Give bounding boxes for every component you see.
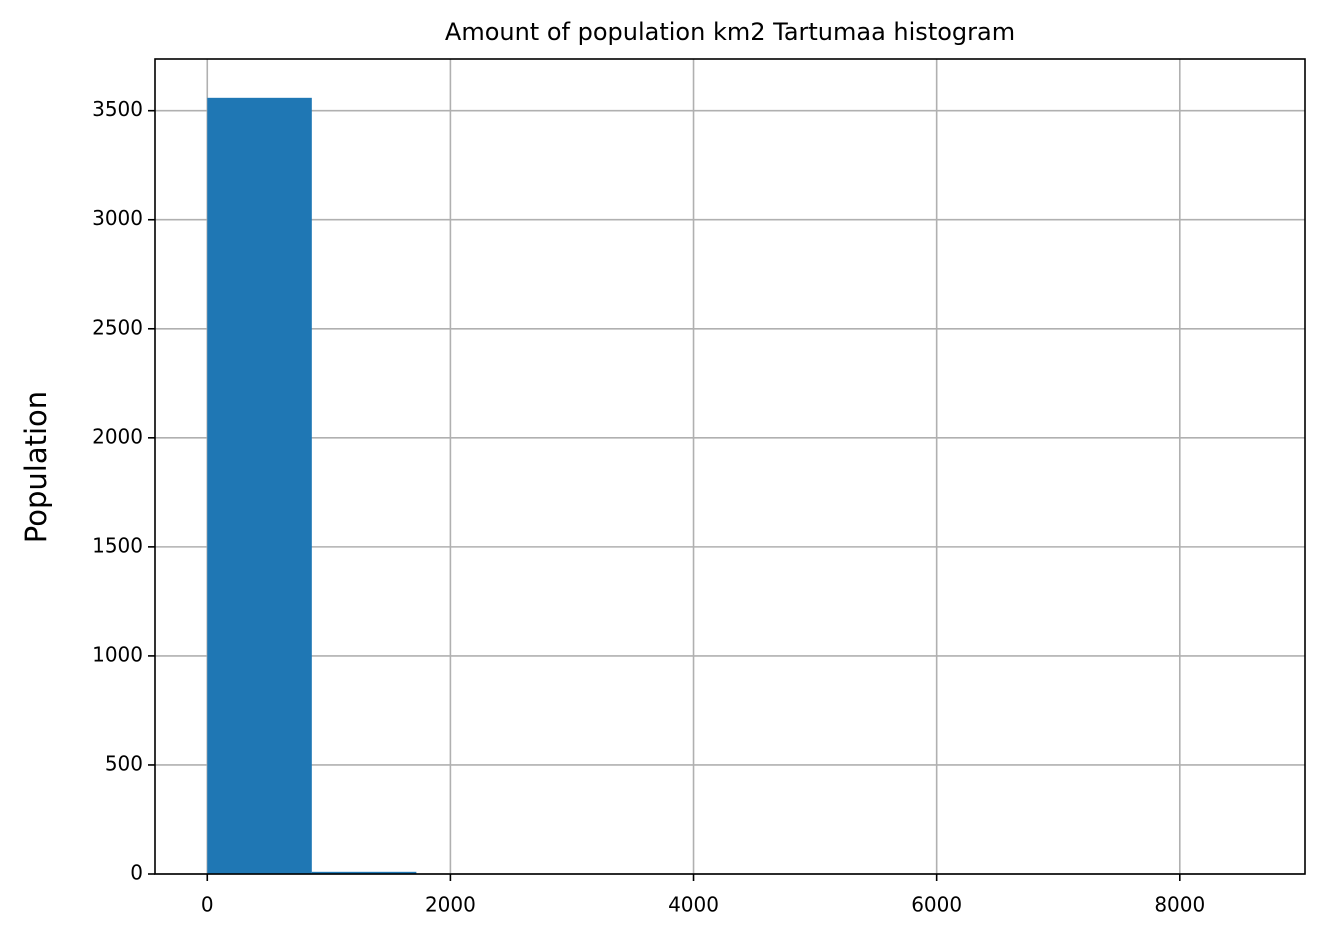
y-tick-label: 500 <box>105 751 143 775</box>
y-tick-label: 1000 <box>92 642 143 666</box>
y-axis-label: Population <box>19 391 53 543</box>
plot-frame <box>154 58 1306 875</box>
bar <box>207 97 312 875</box>
y-tick-label: 1500 <box>92 533 143 557</box>
x-tick-label: 6000 <box>911 893 962 917</box>
y-tick-label: 3000 <box>92 206 143 230</box>
bar <box>311 871 417 874</box>
y-tick-label: 2000 <box>92 424 143 448</box>
y-tick-label: 2500 <box>92 315 143 339</box>
x-tick-label: 0 <box>201 893 214 917</box>
y-tick-label: 0 <box>130 861 143 885</box>
x-tick-label: 2000 <box>425 893 476 917</box>
y-tick-label: 3500 <box>92 97 143 121</box>
x-tick-label: 8000 <box>1154 893 1205 917</box>
chart-title: Amount of population km2 Tartumaa histog… <box>445 18 1015 46</box>
x-tick-label: 4000 <box>668 893 719 917</box>
